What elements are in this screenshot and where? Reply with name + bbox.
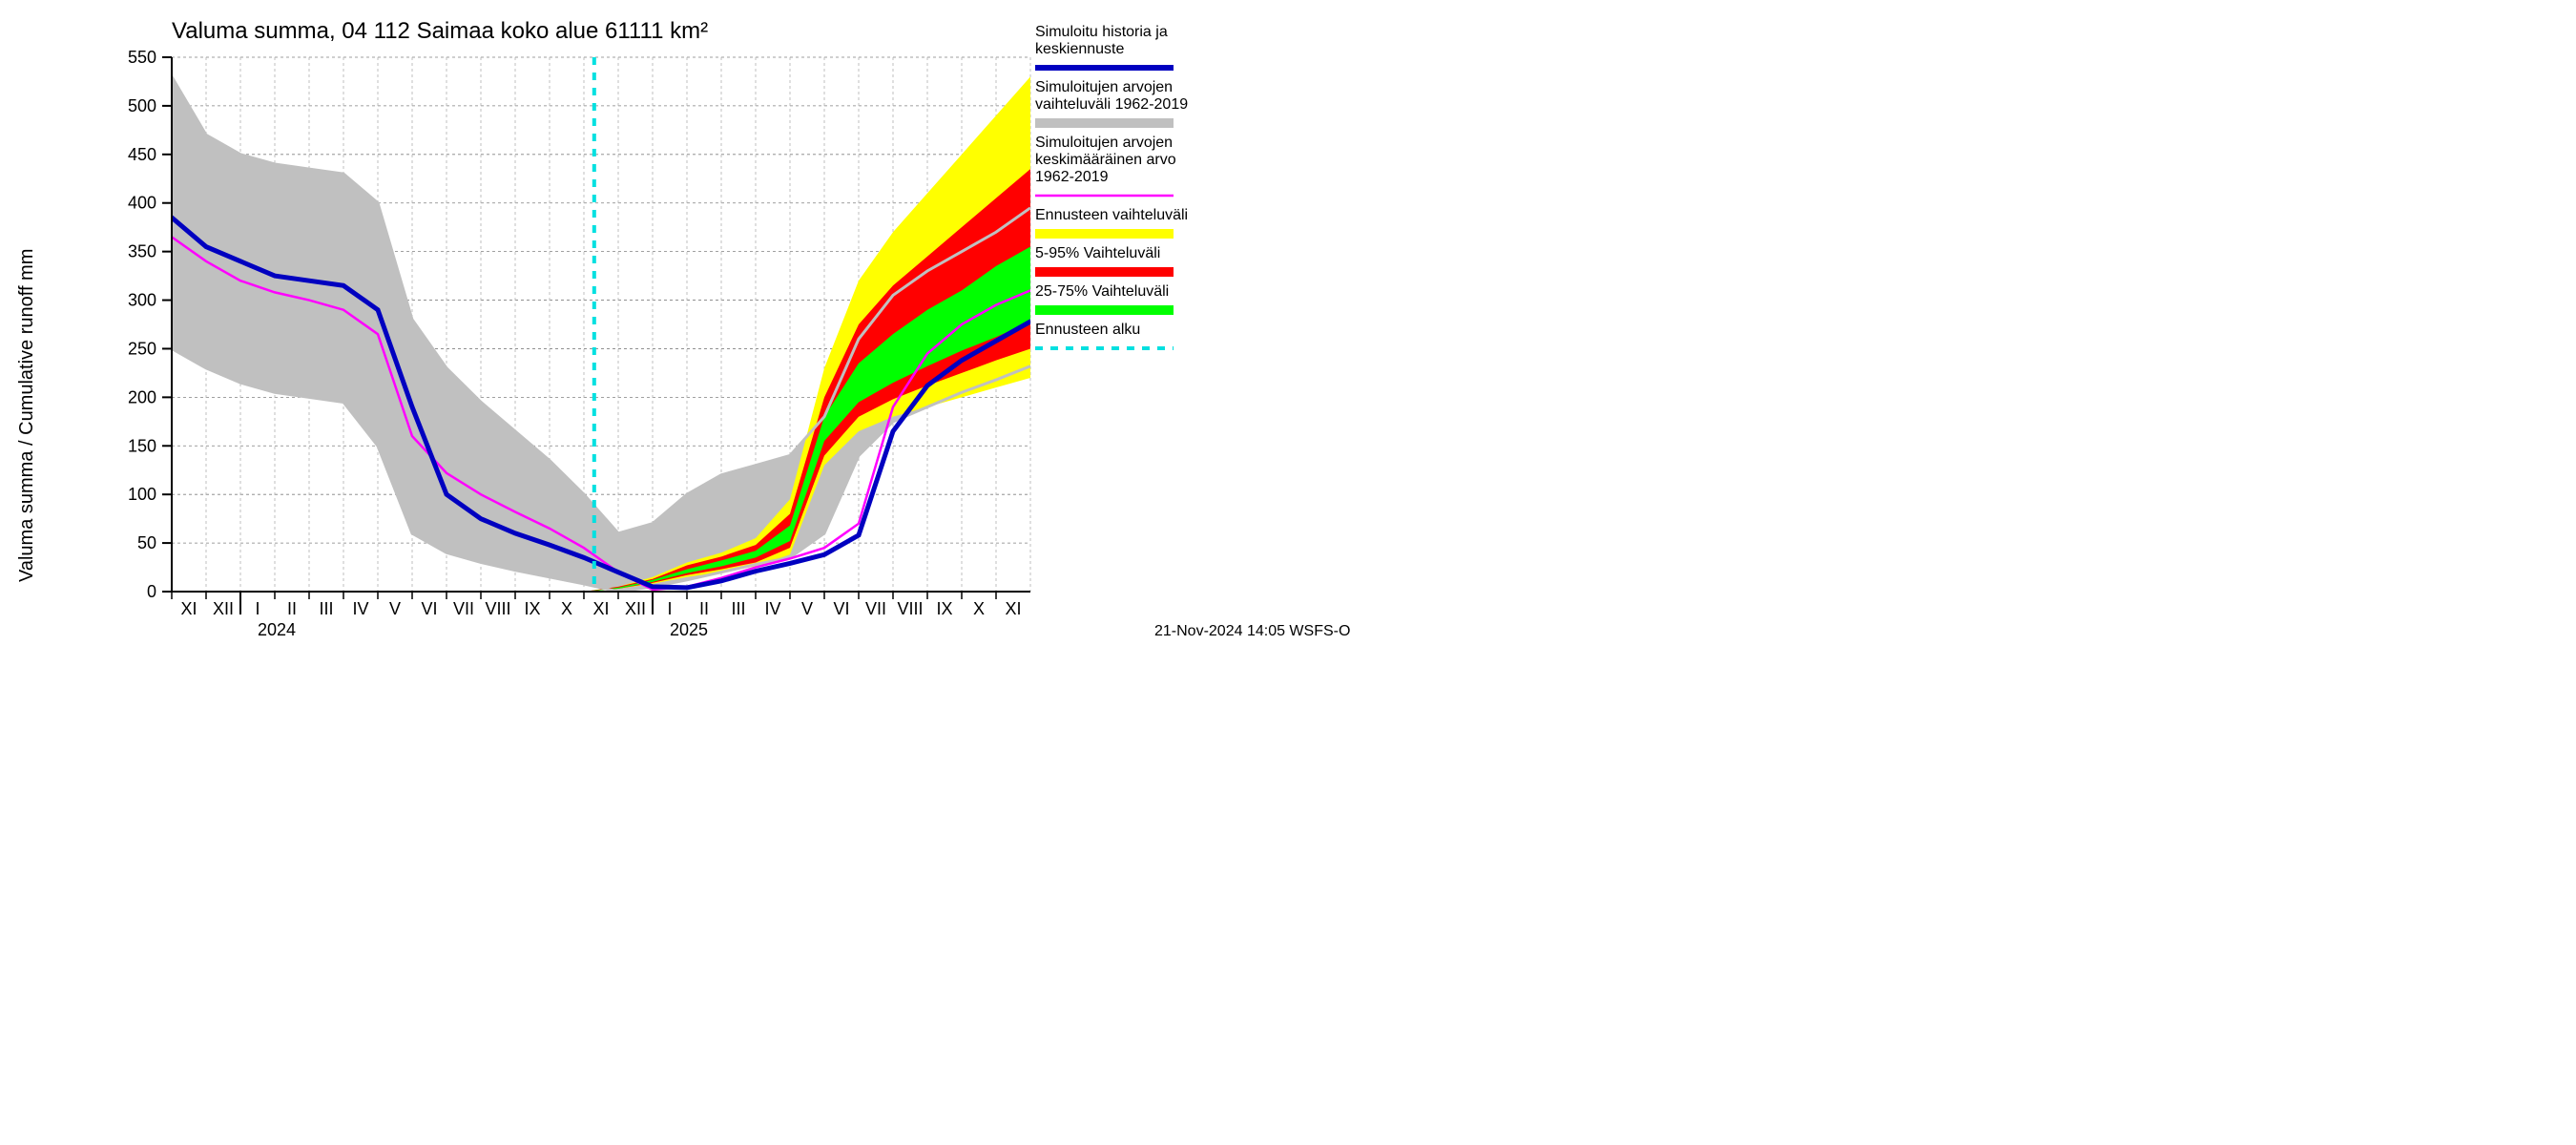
x-year-label: 2025 (670, 620, 708, 636)
x-year-label: 2024 (258, 620, 296, 636)
x-month-label: VII (865, 599, 886, 618)
legend-label: Simuloitu historia ja (1035, 24, 1168, 40)
legend-label: keskimääräinen arvo (1035, 152, 1176, 168)
y-tick-label: 550 (128, 48, 156, 67)
x-month-label: XI (592, 599, 609, 618)
x-month-label: VIII (485, 599, 510, 618)
chart-footer: 21-Nov-2024 14:05 WSFS-O (1154, 623, 1350, 636)
legend-swatch (1035, 267, 1174, 277)
x-month-label: III (319, 599, 333, 618)
legend-label: Simuloitujen arvojen (1035, 79, 1173, 95)
x-month-label: VI (833, 599, 849, 618)
x-month-label: XII (625, 599, 646, 618)
legend-label: 1962-2019 (1035, 169, 1109, 185)
x-month-label: V (389, 599, 401, 618)
y-tick-label: 350 (128, 242, 156, 261)
legend-swatch (1035, 229, 1174, 239)
legend-label: vaihteluväli 1962-2019 (1035, 96, 1188, 113)
legend-label: Ennusteen alku (1035, 322, 1140, 338)
y-tick-label: 450 (128, 145, 156, 164)
x-month-label: XI (180, 599, 197, 618)
x-month-label: II (287, 599, 297, 618)
x-month-label: X (561, 599, 572, 618)
x-month-label: XI (1005, 599, 1021, 618)
y-tick-label: 0 (147, 582, 156, 601)
y-tick-label: 200 (128, 387, 156, 406)
x-month-label: V (801, 599, 813, 618)
legend-label: 25-75% Vaihteluväli (1035, 283, 1169, 300)
x-month-label: IV (764, 599, 780, 618)
x-month-label: I (667, 599, 672, 618)
x-month-label: IX (936, 599, 952, 618)
y-tick-label: 100 (128, 485, 156, 504)
y-tick-label: 50 (137, 533, 156, 552)
y-tick-label: 250 (128, 339, 156, 358)
legend-label: Simuloitujen arvojen (1035, 135, 1173, 151)
legend-label: 5-95% Vaihteluväli (1035, 245, 1160, 261)
legend-label: keskiennuste (1035, 41, 1124, 57)
y-axis-label: Valuma summa / Cumulative runoff mm (16, 249, 37, 582)
x-month-label: VIII (897, 599, 923, 618)
x-month-label: I (255, 599, 260, 618)
x-month-label: III (731, 599, 745, 618)
y-tick-label: 150 (128, 436, 156, 455)
x-month-label: XII (213, 599, 234, 618)
y-tick-label: 500 (128, 96, 156, 115)
x-month-label: IX (524, 599, 540, 618)
x-month-label: II (699, 599, 709, 618)
x-month-label: VI (421, 599, 437, 618)
y-tick-label: 400 (128, 194, 156, 213)
x-month-label: IV (352, 599, 368, 618)
legend-label: Ennusteen vaihteluväli (1035, 207, 1188, 223)
chart-title: Valuma summa, 04 112 Saimaa koko alue 61… (172, 18, 708, 44)
runoff-chart: 050100150200250300350400450500550XIXIIII… (0, 0, 1431, 636)
y-tick-label: 300 (128, 291, 156, 310)
x-month-label: X (973, 599, 985, 618)
x-month-label: VII (453, 599, 474, 618)
legend-swatch (1035, 305, 1174, 315)
legend-swatch (1035, 118, 1174, 128)
